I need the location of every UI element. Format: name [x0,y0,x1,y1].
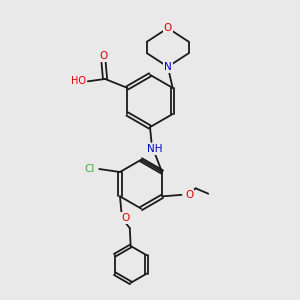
Text: O: O [99,51,108,61]
Text: NH: NH [147,144,162,154]
Text: Cl: Cl [84,164,95,174]
Text: O: O [121,213,129,223]
Text: O: O [185,190,194,200]
Text: O: O [164,23,172,33]
Text: N: N [164,62,172,72]
Text: HO: HO [71,76,86,86]
